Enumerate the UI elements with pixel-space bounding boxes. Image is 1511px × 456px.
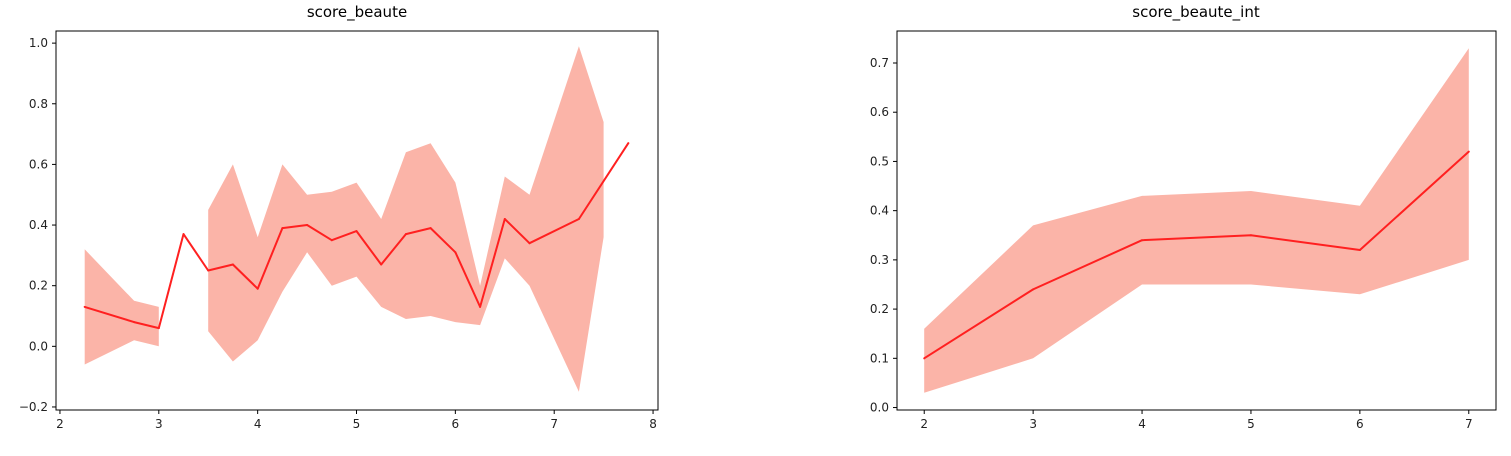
data-point (1032, 288, 1035, 291)
data-point (256, 287, 259, 290)
x-tick-label: 3 (1029, 417, 1037, 431)
confidence-band (208, 46, 604, 392)
data-point (503, 217, 506, 220)
x-tick-label: 2 (920, 417, 928, 431)
x-tick-label: 7 (1465, 417, 1473, 431)
data-point (1467, 150, 1470, 153)
data-point (281, 227, 284, 230)
data-point (1358, 249, 1361, 252)
y-tick-label: 0.1 (870, 351, 889, 365)
x-tick-label: 5 (1247, 417, 1255, 431)
x-tick-label: 4 (1138, 417, 1146, 431)
y-tick-label: 0.0 (29, 339, 48, 353)
data-point (380, 263, 383, 266)
y-tick-label: 0.6 (29, 157, 48, 171)
chart-title: score_beaute_int (1132, 3, 1260, 22)
chart-panel-score-beaute-int: score_beaute_int 2 3 4 5 6 7 0.0 0.1 0.2 0.3 0.4 0.… (870, 3, 1497, 431)
data-point (479, 305, 482, 308)
data-point (528, 242, 531, 245)
x-tick-label: 8 (649, 417, 657, 431)
y-tick-label: 0.3 (870, 253, 889, 267)
data-point (231, 263, 234, 266)
x-tick-label: 2 (56, 417, 64, 431)
data-point (429, 227, 432, 230)
x-tick-label: 6 (1356, 417, 1364, 431)
data-point (306, 224, 309, 227)
series-line (84, 142, 630, 330)
y-tick-label: 0.4 (29, 218, 48, 232)
chart-title: score_beaute (307, 3, 407, 22)
data-point (923, 357, 926, 360)
x-tick-label: 7 (550, 417, 558, 431)
y-tick-label: 0.7 (870, 56, 889, 70)
axes-frame (896, 30, 1497, 411)
y-tick-label: 0.6 (870, 105, 889, 119)
y-tick-label: 0.0 (870, 401, 889, 415)
data-point (404, 233, 407, 236)
series-line (923, 150, 1470, 360)
y-tick-label: −0.2 (19, 400, 48, 414)
x-tick-label: 4 (254, 417, 262, 431)
data-point (133, 321, 136, 324)
data-point (157, 327, 160, 330)
y-tick-label: 1.0 (29, 36, 48, 50)
x-tick-label: 6 (452, 417, 460, 431)
x-tick-label: 5 (353, 417, 361, 431)
data-point (355, 230, 358, 233)
y-tick-label: 0.5 (870, 154, 889, 168)
data-point (627, 142, 630, 145)
data-point (330, 239, 333, 242)
data-point (83, 305, 86, 308)
data-point (207, 269, 210, 272)
y-tick-label: 0.2 (29, 279, 48, 293)
data-point (1141, 239, 1144, 242)
data-point (454, 251, 457, 254)
y-tick-label: 0.2 (870, 302, 889, 316)
y-tick-label: 0.4 (870, 204, 889, 218)
data-point (182, 233, 185, 236)
confidence-band (84, 249, 159, 365)
chart-panel-score-beaute: score_beaute 2 3 4 5 6 7 8 −0.2 0.0 0.2 0.4 0.6 0.8 1… (19, 3, 659, 431)
data-point (1249, 234, 1252, 237)
y-tick-label: 0.8 (29, 97, 48, 111)
data-point (577, 217, 580, 220)
confidence-band (924, 48, 1469, 393)
x-tick-label: 3 (155, 417, 163, 431)
